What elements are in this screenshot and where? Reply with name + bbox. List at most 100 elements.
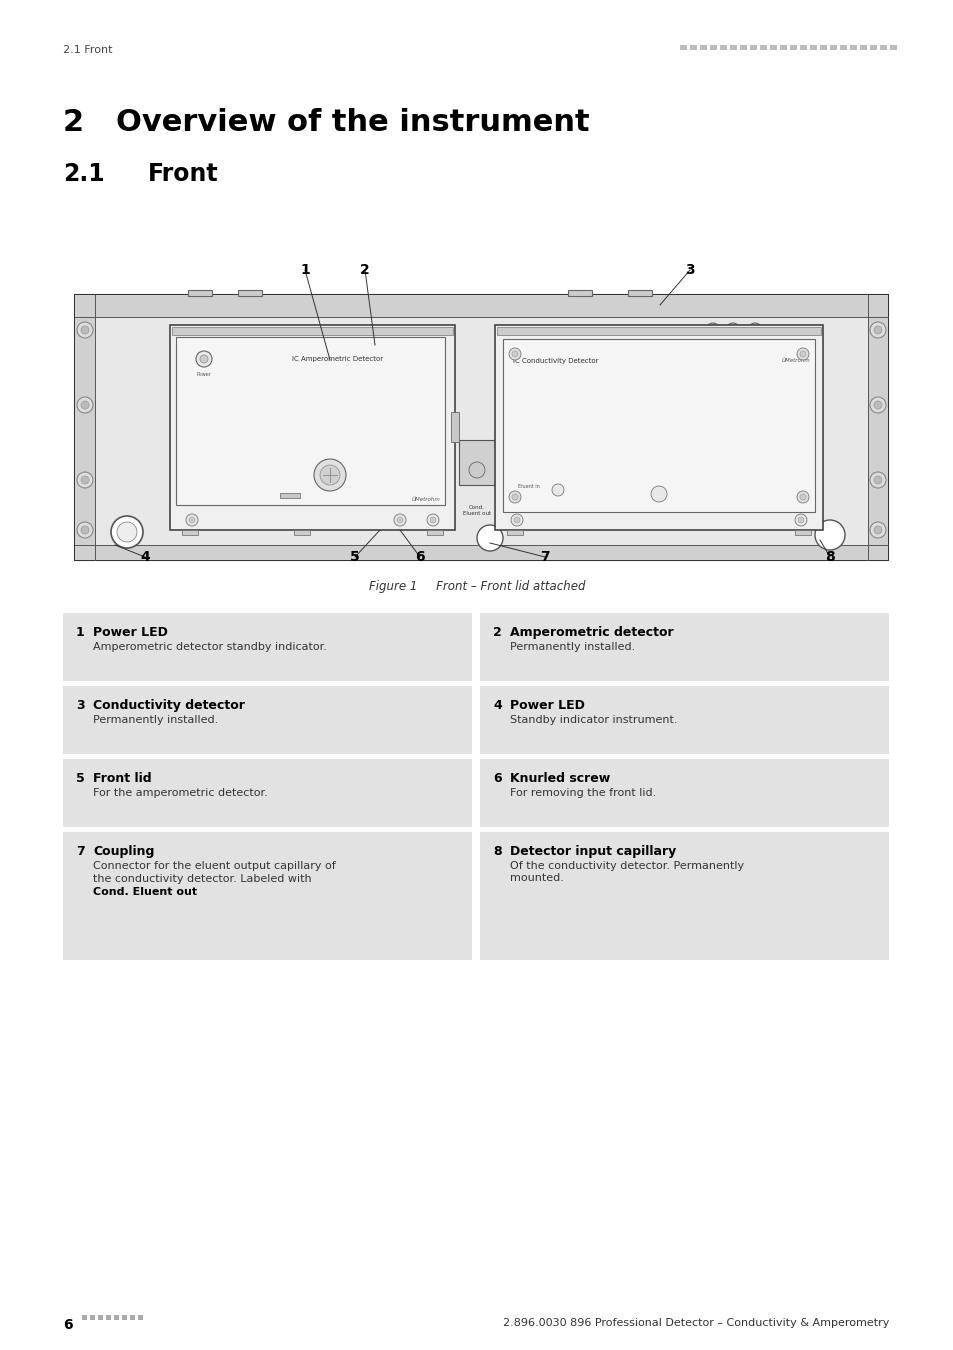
Circle shape <box>873 401 882 409</box>
Bar <box>451 412 458 441</box>
Text: Coupling: Coupling <box>92 845 154 859</box>
Bar <box>849 45 856 50</box>
Text: 4: 4 <box>493 699 501 711</box>
Bar <box>859 45 866 50</box>
Text: 8: 8 <box>824 549 834 564</box>
Bar <box>122 1315 127 1320</box>
Bar <box>567 290 592 296</box>
Text: Permanently installed.: Permanently installed. <box>510 643 635 652</box>
Text: Power LED: Power LED <box>92 626 168 639</box>
Bar <box>479 832 888 960</box>
Bar <box>90 1315 95 1320</box>
Circle shape <box>396 517 402 522</box>
Bar <box>497 327 821 335</box>
Text: For the amperometric detector.: For the amperometric detector. <box>92 788 268 798</box>
Bar <box>63 613 472 680</box>
Circle shape <box>725 323 740 338</box>
Text: 5: 5 <box>350 549 359 564</box>
Bar <box>237 290 262 296</box>
Circle shape <box>794 514 806 526</box>
Circle shape <box>77 397 92 413</box>
Circle shape <box>512 494 517 499</box>
Circle shape <box>319 464 339 485</box>
Circle shape <box>189 517 194 522</box>
Bar <box>75 296 95 560</box>
Bar <box>820 45 826 50</box>
Text: 4: 4 <box>140 549 150 564</box>
Circle shape <box>469 462 484 478</box>
Bar <box>113 1315 119 1320</box>
Circle shape <box>797 517 803 522</box>
Bar <box>479 686 888 755</box>
Text: 7: 7 <box>539 549 549 564</box>
Circle shape <box>873 325 882 333</box>
Text: 2.1 Front: 2.1 Front <box>63 45 112 55</box>
Circle shape <box>747 323 761 338</box>
Bar <box>175 338 444 505</box>
Circle shape <box>650 486 666 502</box>
Circle shape <box>509 348 520 360</box>
Bar <box>769 45 776 50</box>
Bar <box>789 45 796 50</box>
Text: 6: 6 <box>415 549 424 564</box>
Bar <box>75 296 887 317</box>
Bar <box>170 325 455 531</box>
Text: Permanently installed.: Permanently installed. <box>92 716 218 725</box>
Bar <box>98 1315 103 1320</box>
Circle shape <box>511 514 522 526</box>
Text: Figure 1     Front – Front lid attached: Figure 1 Front – Front lid attached <box>369 580 584 593</box>
Text: Amperometric detector standby indicator.: Amperometric detector standby indicator. <box>92 643 327 652</box>
Circle shape <box>186 514 198 526</box>
Text: Front: Front <box>148 162 218 186</box>
Text: Detector input capillary: Detector input capillary <box>510 845 676 859</box>
Bar <box>840 45 846 50</box>
Bar <box>458 440 495 485</box>
Circle shape <box>77 472 92 487</box>
Text: ÜMetrohm: ÜMetrohm <box>411 497 439 502</box>
Text: IC Amperometric Detector: IC Amperometric Detector <box>292 356 382 362</box>
Circle shape <box>77 323 92 338</box>
Circle shape <box>800 494 805 499</box>
Circle shape <box>509 491 520 504</box>
Text: Standby indicator instrument.: Standby indicator instrument. <box>510 716 677 725</box>
Circle shape <box>195 351 212 367</box>
Circle shape <box>314 459 346 491</box>
Text: Eluent in: Eluent in <box>517 485 539 489</box>
Text: 5: 5 <box>76 772 85 784</box>
Circle shape <box>796 491 808 504</box>
Text: Of the conductivity detector. Permanently
mounted.: Of the conductivity detector. Permanentl… <box>510 861 743 883</box>
Circle shape <box>869 323 885 338</box>
Circle shape <box>869 472 885 487</box>
Circle shape <box>869 397 885 413</box>
Circle shape <box>796 348 808 360</box>
Bar <box>729 45 737 50</box>
Bar <box>75 296 887 560</box>
Bar <box>627 290 651 296</box>
Text: Connector for the eluent output capillary of: Connector for the eluent output capillar… <box>92 861 335 871</box>
Bar <box>709 45 717 50</box>
Text: Knurled screw: Knurled screw <box>510 772 610 784</box>
Circle shape <box>800 351 805 356</box>
Bar <box>82 1315 87 1320</box>
Circle shape <box>200 355 208 363</box>
Bar <box>130 1315 135 1320</box>
Text: Cond.
Eluent out: Cond. Eluent out <box>462 505 491 516</box>
Bar <box>889 45 896 50</box>
Text: 2: 2 <box>493 626 501 639</box>
Circle shape <box>552 485 563 495</box>
Bar <box>679 45 686 50</box>
Text: Conductivity detector: Conductivity detector <box>92 699 245 711</box>
Bar <box>75 545 887 560</box>
Text: Cond. Eluent out: Cond. Eluent out <box>92 887 197 896</box>
Bar <box>700 45 706 50</box>
Bar <box>172 327 453 335</box>
Text: 2: 2 <box>359 263 370 277</box>
Bar <box>720 45 726 50</box>
Circle shape <box>111 516 143 548</box>
Circle shape <box>873 477 882 485</box>
Circle shape <box>514 517 519 522</box>
Bar <box>869 45 876 50</box>
Text: 6: 6 <box>63 1318 72 1332</box>
Bar <box>479 759 888 828</box>
Bar <box>829 45 836 50</box>
